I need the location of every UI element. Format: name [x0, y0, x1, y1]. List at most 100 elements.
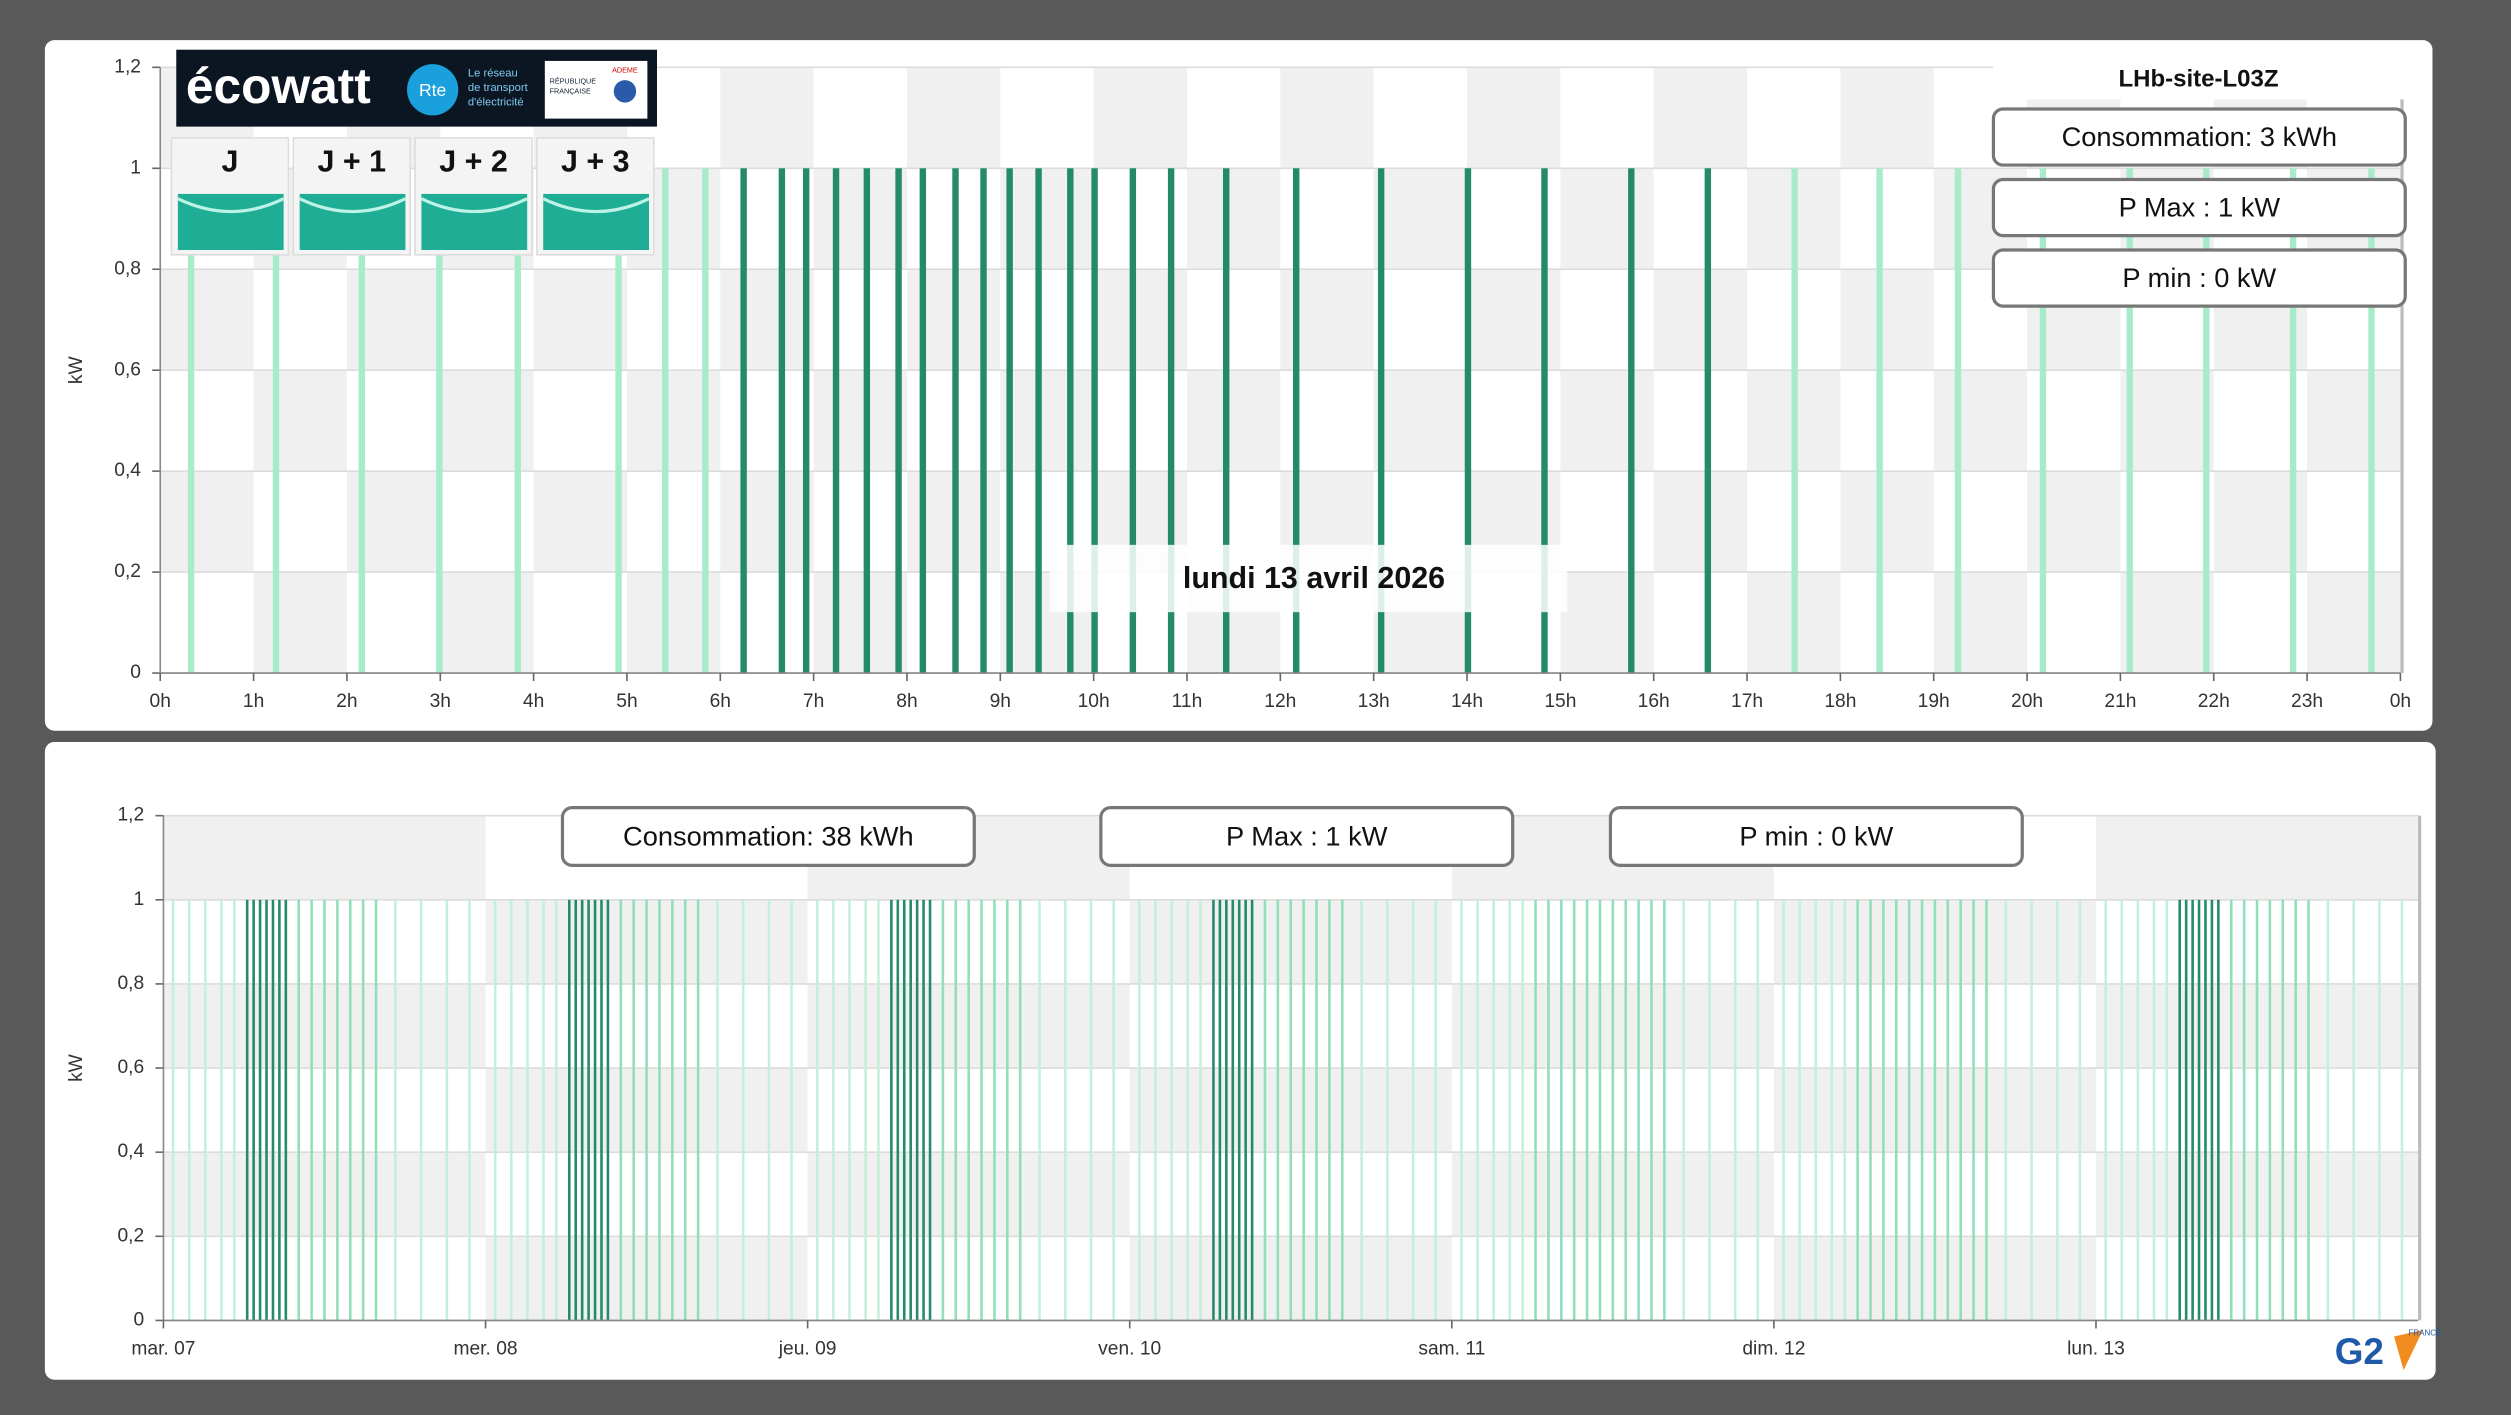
y-tick-label: 1 — [130, 157, 141, 178]
plot-band — [1280, 67, 1374, 169]
x-tick-label: 0h — [2390, 691, 2411, 712]
chart: 0 0,2 0,4 0,6 0,8 1 1,2 mar. 07 mer. 08 jeu. 09 ve… — [66, 805, 2422, 1359]
bar — [2204, 899, 2207, 1321]
y-tick-label: 0 — [130, 662, 141, 683]
x-tick-label: 21h — [2104, 691, 2136, 712]
plot-band — [1840, 269, 1934, 371]
bar — [1225, 899, 1228, 1321]
bar — [1199, 899, 1202, 1321]
bar — [542, 899, 545, 1321]
bar — [1018, 899, 1022, 1321]
bar — [1089, 899, 1093, 1321]
bar — [1756, 899, 1760, 1321]
plot-band — [1560, 370, 1654, 472]
x-tick-label: 14h — [1451, 691, 1483, 712]
bar — [1637, 899, 1640, 1321]
info-box-text: Consommation: 3 kWh — [2062, 121, 2337, 152]
plot-band — [160, 269, 254, 371]
x-tick-label: 5h — [616, 691, 637, 712]
x-tick-label: ven. 10 — [1098, 1338, 1161, 1359]
bar — [967, 899, 970, 1321]
bar — [767, 899, 771, 1321]
y-tick-label: 1,2 — [117, 805, 144, 826]
bar — [2104, 899, 2107, 1321]
bar — [683, 899, 687, 1321]
bar — [1624, 899, 1628, 1321]
plot-band — [1000, 168, 1094, 270]
bar — [1628, 168, 1635, 674]
bar — [890, 899, 893, 1321]
bar — [1830, 899, 1834, 1321]
plot-band — [720, 471, 814, 573]
bar — [1876, 168, 1883, 674]
y-tick-label: 0,2 — [117, 1225, 144, 1246]
plot-band — [813, 370, 907, 472]
bar — [1167, 168, 1175, 674]
bar — [2368, 168, 2375, 674]
y-tick-label: 0,6 — [114, 359, 141, 380]
date-annotation: lundi 13 avril 2026 — [1183, 561, 1445, 595]
info-box-text: P Max : 1 kW — [1226, 820, 1388, 851]
bar — [436, 168, 443, 674]
y-tick-label: 1,2 — [114, 56, 141, 77]
x-tick-label: sam. 11 — [1418, 1338, 1485, 1359]
plot-band — [1186, 168, 1281, 270]
bar — [2326, 899, 2330, 1321]
bar — [1843, 899, 1847, 1321]
date-box — [1049, 544, 1568, 613]
ecowatt-brand: écowatt — [186, 58, 371, 114]
bar — [394, 899, 397, 1321]
bar — [1572, 899, 1576, 1321]
x-tick-label: 7h — [803, 691, 824, 712]
g2-country: FRANCE — [2408, 1328, 2441, 1337]
y-tick-label: 1 — [134, 889, 145, 910]
bar — [1585, 899, 1589, 1321]
x-tick-label: 16h — [1638, 691, 1670, 712]
x-tick-label: 13h — [1358, 691, 1390, 712]
x-tick-label: 19h — [1918, 691, 1950, 712]
x-tick-label: 10h — [1078, 691, 1110, 712]
bar — [514, 168, 521, 674]
bar — [671, 899, 674, 1321]
bar — [1933, 899, 1937, 1321]
x-tick-label: 15h — [1544, 691, 1576, 712]
bar — [374, 899, 378, 1321]
bar — [600, 899, 603, 1321]
bar — [510, 899, 513, 1321]
bar — [574, 899, 578, 1321]
x-tick-label: 11h — [1172, 691, 1203, 712]
y-tick-label: 0,6 — [117, 1057, 144, 1078]
x-tick-label: 22h — [2198, 691, 2230, 712]
day-signal — [421, 193, 528, 251]
bar — [419, 899, 423, 1321]
bar — [1154, 899, 1157, 1321]
bar — [1907, 899, 1911, 1321]
info-box-text: P Max : 1 kW — [2119, 191, 2281, 222]
bar — [2120, 899, 2124, 1321]
bar — [1222, 168, 1230, 674]
day-signal — [299, 193, 406, 251]
y-axis-label: kW — [66, 1053, 87, 1082]
ecowatt-days: J J + 1 J + 2 J + 3 — [170, 137, 655, 256]
bar — [922, 899, 925, 1321]
bar — [580, 899, 584, 1321]
y-tick-label: 0,8 — [114, 258, 141, 279]
x-tick-label: 17h — [1731, 691, 1763, 712]
x-tick-label: 23h — [2291, 691, 2323, 712]
bar — [245, 899, 249, 1321]
y-axis-label: kW — [66, 355, 87, 384]
bar — [2004, 899, 2008, 1321]
rte-text: Rte — [419, 80, 447, 100]
bar — [1547, 899, 1550, 1321]
bar — [1541, 168, 1548, 674]
bar — [928, 899, 932, 1321]
bar — [980, 168, 987, 674]
x-tick-label: 3h — [430, 691, 451, 712]
plot-band — [1933, 572, 2028, 674]
bar — [1869, 899, 1872, 1321]
bar — [1733, 899, 1737, 1321]
bar — [204, 899, 207, 1321]
x-tick-label: dim. 12 — [1742, 1338, 1805, 1359]
x-tick-label: 4h — [523, 691, 544, 712]
bar — [1663, 899, 1666, 1321]
